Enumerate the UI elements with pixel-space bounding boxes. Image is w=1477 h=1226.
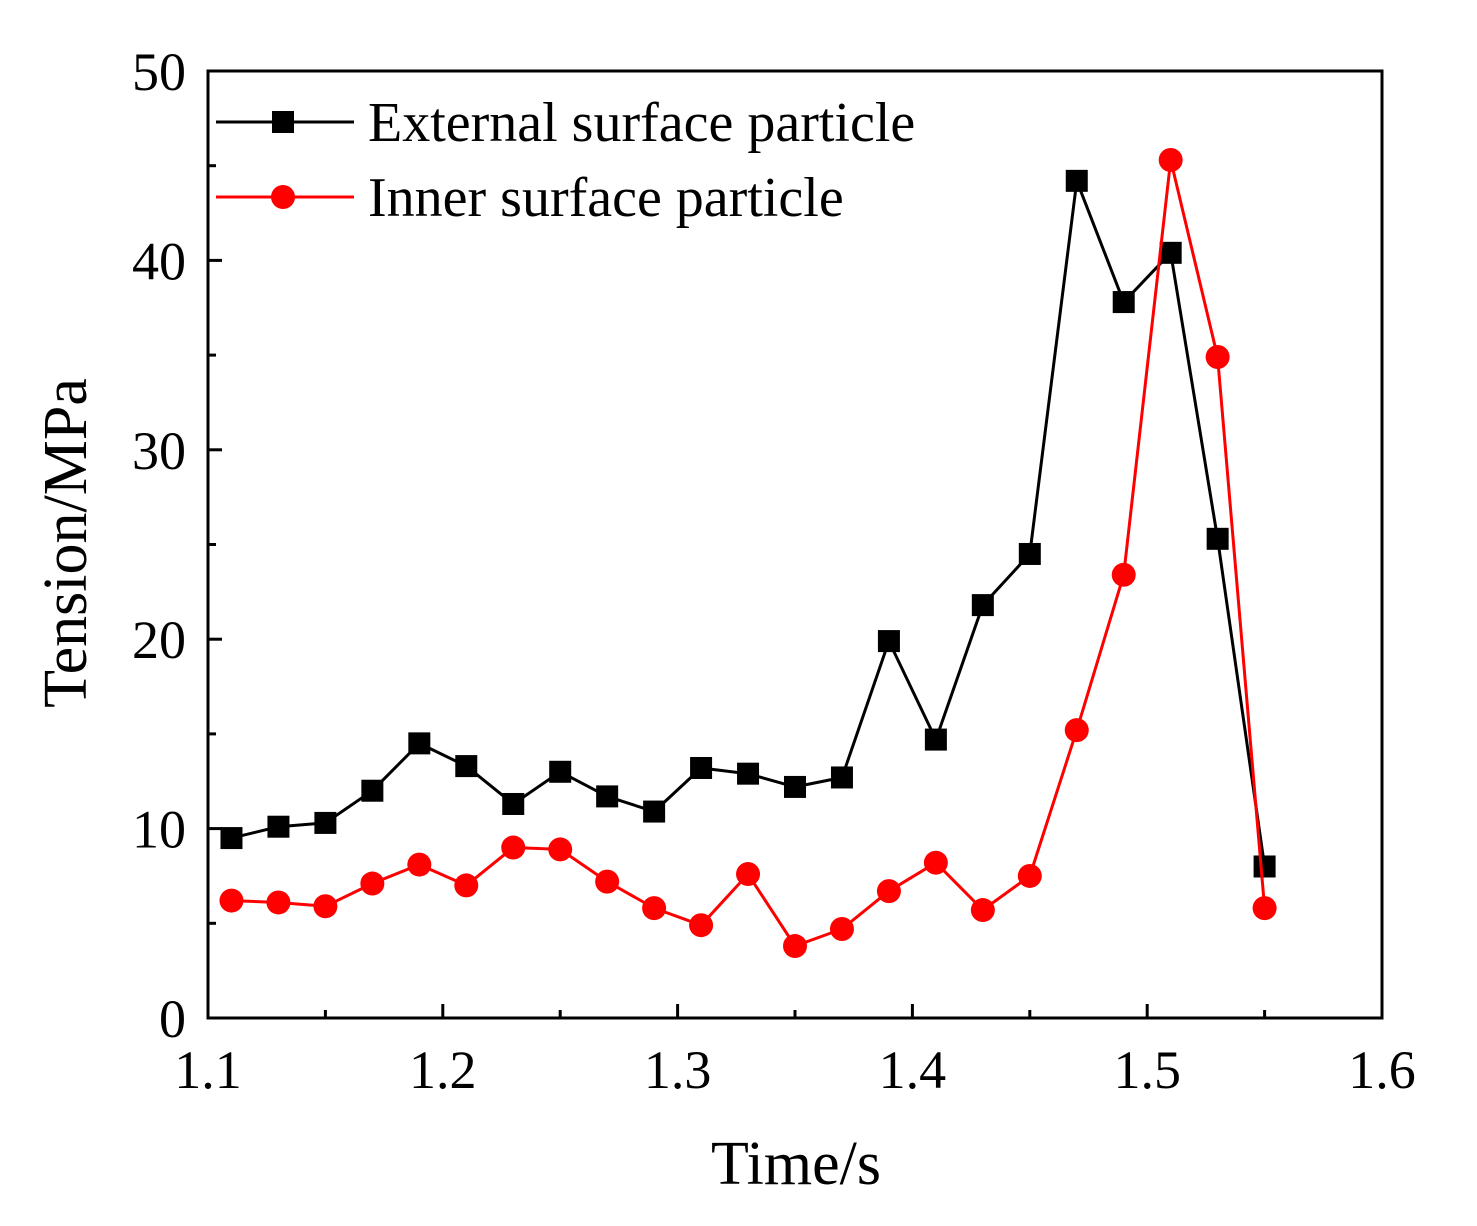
legend: External surface particle Inner surface p… [216, 92, 915, 229]
data-point [924, 728, 947, 751]
data-point [1159, 241, 1182, 264]
y-axis-title: Tension/MPa [32, 378, 100, 708]
data-point [1206, 527, 1229, 550]
data-point [266, 890, 291, 915]
data-point [267, 815, 290, 838]
series-inner [219, 148, 1277, 959]
data-point [360, 871, 385, 896]
x-axis-title: Time/s [711, 1130, 881, 1198]
data-point [643, 800, 666, 823]
x-tick-label: 1.3 [644, 1040, 712, 1100]
data-point [455, 755, 478, 778]
data-point [970, 898, 995, 923]
data-point [1253, 855, 1276, 878]
y-tick-label: 40 [132, 231, 186, 291]
data-point [1158, 148, 1183, 173]
data-point [220, 827, 243, 850]
data-point [1018, 542, 1041, 565]
data-point [219, 888, 244, 913]
x-tick-label: 1.2 [409, 1040, 477, 1100]
data-point [1017, 863, 1042, 888]
data-point [407, 852, 432, 877]
data-point [971, 594, 994, 617]
x-tick-label: 1.5 [1113, 1040, 1181, 1100]
data-series [219, 148, 1277, 959]
data-point [502, 792, 525, 815]
data-point [1112, 291, 1135, 314]
y-tick-label: 10 [132, 800, 186, 860]
series-line [231, 158, 1267, 948]
legend-label: External surface particle [368, 92, 915, 154]
series-external [220, 169, 1276, 878]
x-tick-label: 1.4 [879, 1040, 947, 1100]
data-point [690, 756, 713, 779]
legend-item: Inner surface particle [216, 167, 844, 229]
data-point [549, 760, 572, 783]
x-tick-label: 1.6 [1348, 1040, 1416, 1100]
data-point [642, 896, 667, 921]
data-point [1065, 169, 1088, 192]
data-point [314, 811, 337, 834]
y-tick-label: 30 [132, 421, 186, 481]
data-point [1111, 562, 1136, 587]
data-point [783, 934, 807, 959]
legend-marker [272, 111, 294, 133]
data-point [313, 894, 338, 919]
data-point [829, 916, 854, 941]
data-point [596, 785, 619, 808]
data-point [1252, 896, 1277, 921]
legend-label: Inner surface particle [368, 167, 844, 229]
y-tick-label: 50 [132, 42, 186, 102]
legend-item: External surface particle [216, 92, 915, 154]
data-point [877, 630, 900, 653]
data-point [408, 732, 431, 755]
data-point [784, 775, 806, 798]
x-tick-label: 1.1 [174, 1040, 242, 1100]
data-point [737, 762, 760, 785]
y-tick-label: 0 [159, 989, 186, 1049]
data-point [1205, 344, 1230, 369]
data-point [736, 862, 761, 887]
data-point [689, 913, 714, 938]
legend-marker [271, 185, 295, 209]
data-point [923, 850, 948, 875]
data-point [595, 869, 620, 894]
axis-ticks: 1.1 1.2 1.3 1.4 1.5 1.6 0 10 20 30 40 50 [132, 42, 1416, 1100]
data-point [361, 779, 384, 802]
data-point [454, 873, 479, 898]
data-point [830, 766, 853, 789]
data-point [548, 837, 573, 862]
data-point [1064, 718, 1089, 743]
y-tick-label: 20 [132, 610, 186, 670]
data-point [876, 879, 901, 904]
data-point [501, 835, 526, 860]
